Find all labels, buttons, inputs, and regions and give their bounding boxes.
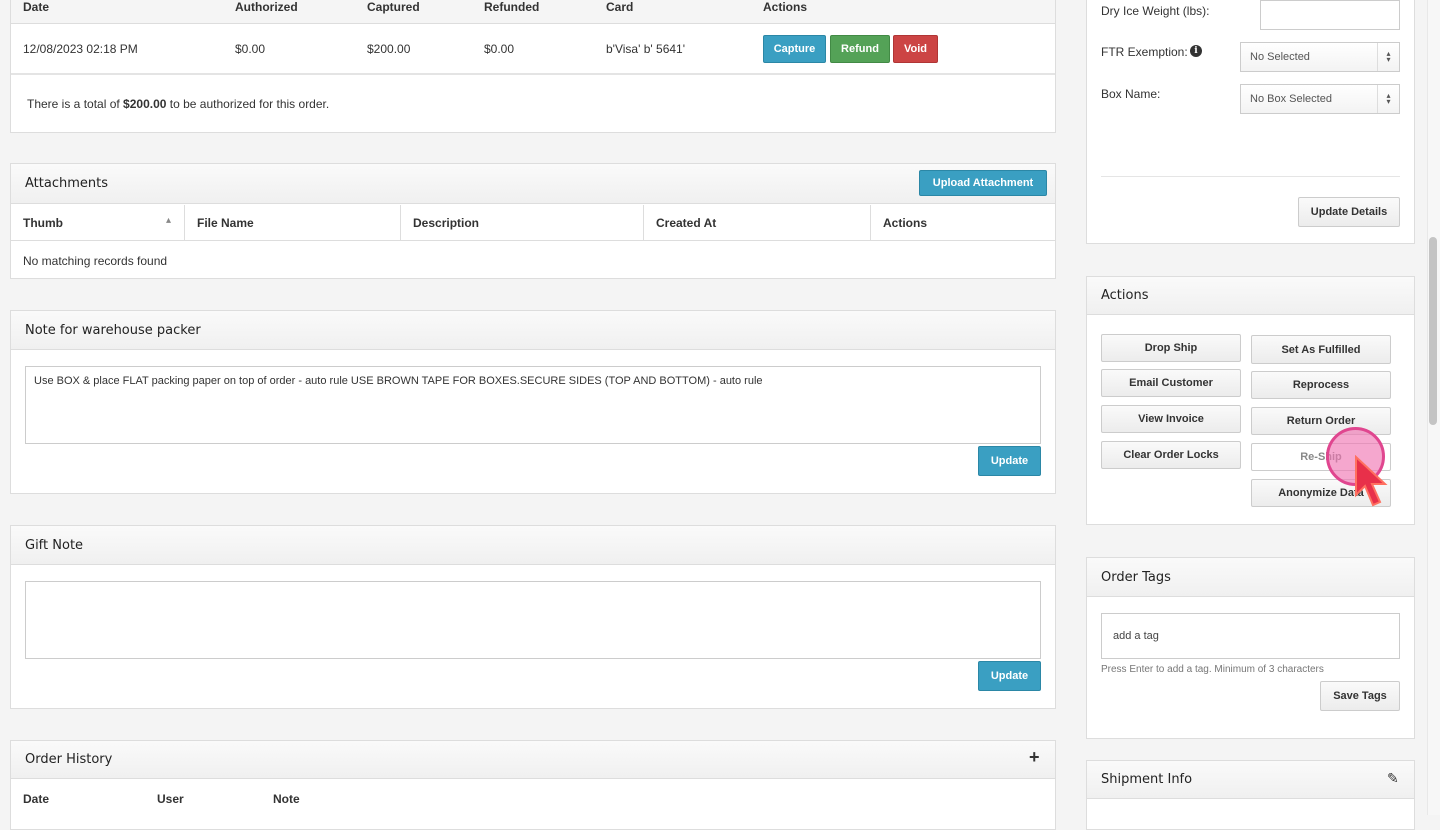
scrollbar-thumb[interactable]	[1429, 237, 1437, 425]
return-order-button[interactable]: Return Order	[1251, 407, 1391, 435]
email-customer-button[interactable]: Email Customer	[1101, 369, 1241, 397]
actions-title: Actions	[1101, 288, 1149, 303]
packer-note-header: Note for warehouse packer	[10, 310, 1056, 350]
ftr-select[interactable]: No Selected ▴ ▾	[1240, 42, 1400, 72]
divider	[1101, 176, 1400, 177]
gift-note-textarea[interactable]	[25, 581, 1041, 659]
payment-card: b'Visa' b' 5641'	[606, 42, 686, 56]
total-prefix: There is a total of	[27, 97, 124, 111]
payments-header-row	[11, 0, 1055, 24]
total-text: There is a total of $200.00 to be author…	[27, 97, 329, 111]
update-details-button[interactable]: Update Details	[1298, 197, 1400, 227]
shipment-info-title: Shipment Info	[1101, 772, 1193, 787]
col-description[interactable]: Description	[413, 216, 480, 230]
col-date: Date	[23, 0, 50, 14]
info-icon[interactable]: i	[1190, 45, 1202, 57]
pencil-icon[interactable]: ✎	[1387, 770, 1399, 786]
packer-note-title: Note for warehouse packer	[25, 322, 201, 338]
empty-message: No matching records found	[23, 254, 168, 268]
gift-note-title: Gift Note	[25, 537, 84, 553]
payment-captured: $200.00	[367, 42, 411, 56]
gift-note-update-button[interactable]: Update	[978, 661, 1041, 691]
divider	[11, 73, 1055, 75]
attachments-title: Attachments	[25, 176, 108, 191]
dry-ice-label: Dry Ice Weight (lbs):	[1101, 4, 1210, 18]
total-suffix: to be authorized for this order.	[166, 97, 330, 111]
col-thumb[interactable]: Thumb	[23, 216, 63, 230]
details-panel	[1086, 0, 1415, 244]
packer-note-update-button[interactable]: Update	[978, 446, 1041, 476]
set-as-fulfilled-button[interactable]: Set As Fulfilled	[1251, 335, 1391, 364]
sort-asc-icon[interactable]: ▴	[166, 215, 172, 226]
view-invoice-button[interactable]: View Invoice	[1101, 405, 1241, 433]
col-captured: Captured	[367, 0, 420, 14]
history-col-date: Date	[23, 792, 50, 806]
capture-button[interactable]: Capture	[763, 35, 826, 63]
col-sep	[184, 205, 185, 241]
select-arrows-icon: ▴ ▾	[1377, 43, 1399, 71]
ftr-value: No Selected	[1250, 51, 1310, 63]
box-name-value: No Box Selected	[1250, 93, 1332, 105]
col-file-name[interactable]: File Name	[197, 216, 254, 230]
attachments-header: Attachments	[10, 163, 1056, 204]
col-actions: Actions	[883, 216, 928, 230]
col-sep	[643, 205, 644, 241]
payment-authorized: $0.00	[235, 42, 266, 56]
actions-header: Actions	[1086, 276, 1415, 315]
box-name-label: Box Name:	[1101, 87, 1161, 101]
upload-attachment-button[interactable]: Upload Attachment	[919, 170, 1047, 196]
col-sep	[400, 205, 401, 241]
order-tags-header: Order Tags	[1086, 557, 1415, 597]
col-actions: Actions	[763, 0, 808, 14]
col-refunded: Refunded	[484, 0, 540, 14]
history-col-user: User	[157, 792, 184, 806]
tag-input[interactable]: add a tag	[1101, 613, 1400, 659]
select-arrows-icon: ▴ ▾	[1377, 85, 1399, 113]
gift-note-header: Gift Note	[10, 525, 1056, 565]
attachments-table-header	[11, 205, 1055, 241]
order-history-header: Order History	[10, 740, 1056, 779]
payment-refunded: $0.00	[484, 42, 515, 56]
packer-note-textarea[interactable]: Use BOX & place FLAT packing paper on to…	[25, 366, 1041, 444]
expand-plus-icon[interactable]: +	[1029, 747, 1040, 767]
history-col-note: Note	[273, 792, 300, 806]
col-card: Card	[606, 0, 634, 14]
dry-ice-input[interactable]	[1260, 0, 1400, 30]
refund-button[interactable]: Refund	[830, 35, 890, 63]
shipment-info-header: Shipment Info	[1086, 760, 1415, 799]
cursor-arrow-icon	[1355, 455, 1388, 507]
col-sep	[870, 205, 871, 241]
save-tags-button[interactable]: Save Tags	[1320, 681, 1400, 711]
order-history-title: Order History	[25, 752, 113, 767]
box-name-select[interactable]: No Box Selected ▴ ▾	[1240, 84, 1400, 114]
void-button[interactable]: Void	[893, 35, 938, 63]
total-amount: $200.00	[123, 97, 167, 111]
ftr-label: FTR Exemption:	[1101, 45, 1188, 59]
col-created-at[interactable]: Created At	[656, 216, 717, 230]
order-tags-title: Order Tags	[1101, 569, 1171, 585]
payment-date: 12/08/2023 02:18 PM	[23, 42, 138, 56]
drop-ship-button[interactable]: Drop Ship	[1101, 334, 1241, 362]
reprocess-button[interactable]: Reprocess	[1251, 371, 1391, 399]
tag-help-text: Press Enter to add a tag. Minimum of 3 c…	[1101, 664, 1324, 675]
col-authorized: Authorized	[235, 0, 298, 14]
clear-order-locks-button[interactable]: Clear Order Locks	[1101, 441, 1241, 469]
